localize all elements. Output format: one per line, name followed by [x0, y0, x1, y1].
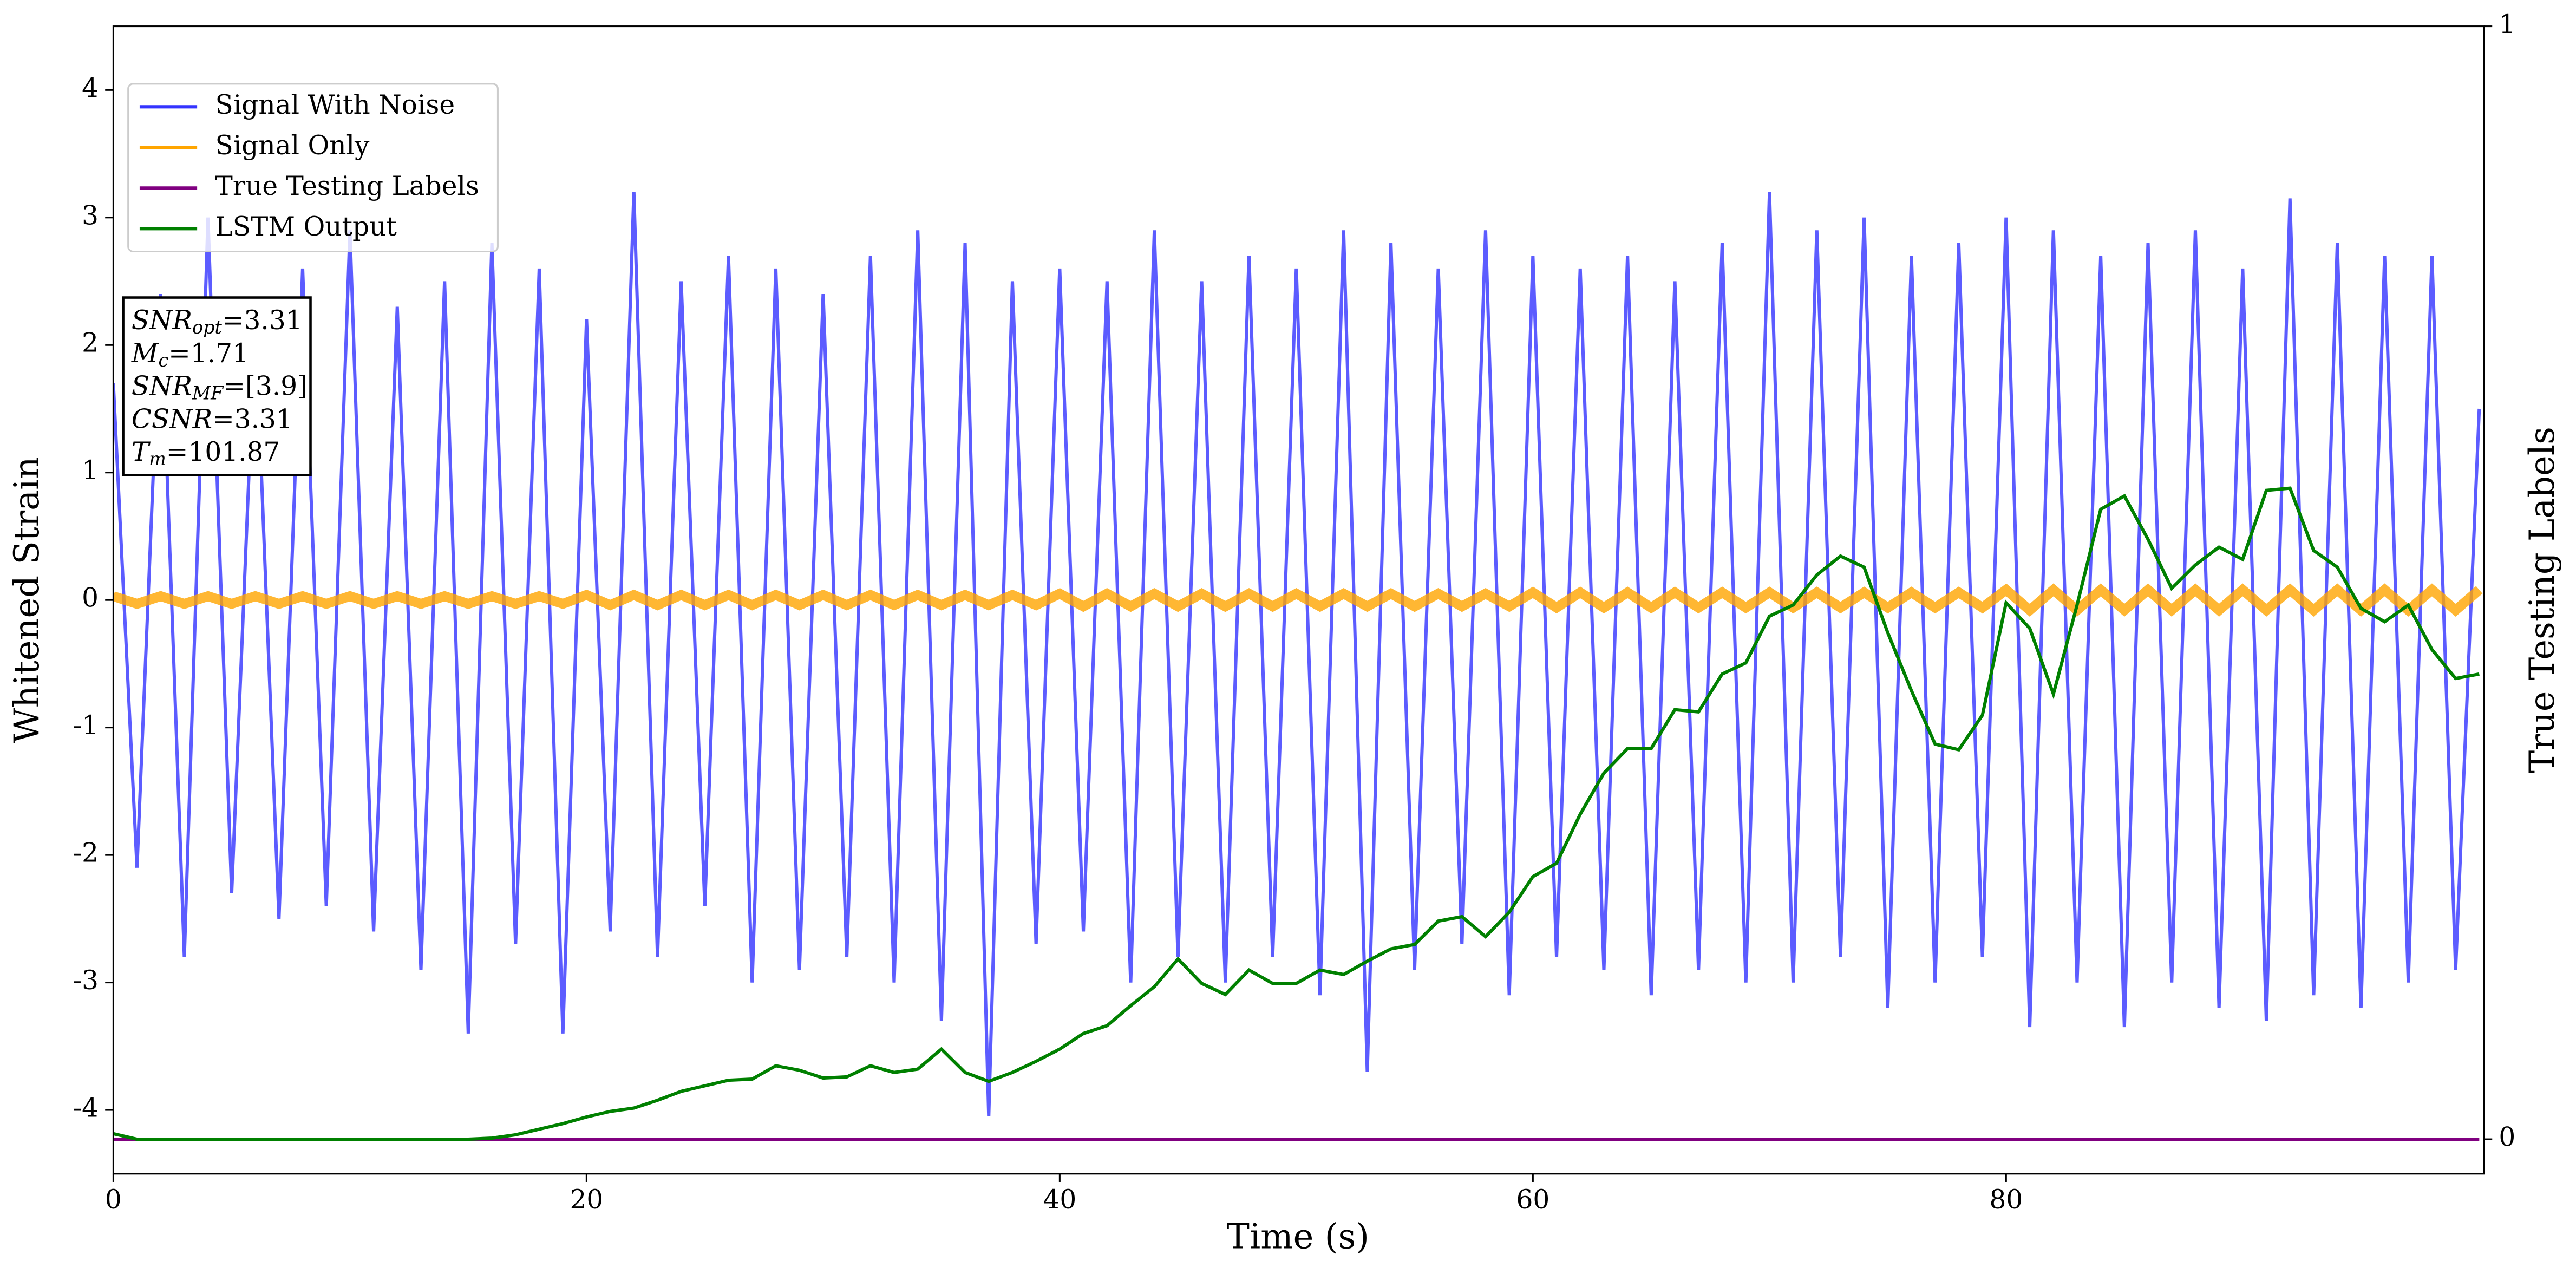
y2-axis-label: True Testing Labels — [2522, 427, 2562, 773]
annotation-subscript: c — [158, 350, 168, 371]
legend-label: LSTM Output — [215, 212, 397, 242]
legend: Signal With Noise Signal Only True Testing… — [127, 83, 499, 253]
legend-label: Signal Only — [215, 130, 370, 161]
y-tick-label: -1 — [73, 710, 99, 741]
y-tick-label: 1 — [82, 455, 99, 486]
annotation-symbol: CSNR — [132, 404, 212, 434]
annotation-symbol: SNR — [132, 305, 192, 336]
annotation-text: =[3.9] — [223, 371, 308, 401]
annotation-text: =1.71 — [168, 338, 249, 368]
y-tick-label: 4 — [82, 73, 99, 103]
x-tick-label: 0 — [105, 1185, 122, 1215]
y2-tick-label: 0 — [2499, 1122, 2515, 1153]
y-tick-label: -3 — [73, 965, 99, 996]
annotation: Tm=101.87 — [132, 436, 280, 469]
annotation-text: =101.87 — [166, 436, 280, 467]
annotation-subscript: m — [149, 448, 166, 469]
x-tick-label: 20 — [570, 1185, 603, 1215]
annotation-subscript: MF — [192, 383, 224, 404]
y-tick-label: 0 — [82, 583, 99, 613]
y-axis-label: Whitened Strain — [7, 456, 47, 743]
legend-label: Signal With Noise — [215, 90, 455, 120]
annotation: Mc=1.71 — [131, 338, 249, 371]
x-axis-label: Time (s) — [1226, 1217, 1369, 1257]
x-tick-label: 40 — [1043, 1185, 1076, 1215]
x-tick-label: 80 — [1989, 1185, 2023, 1215]
annotation-symbol: SNR — [132, 371, 192, 401]
y2-tick-label: 1 — [2499, 9, 2515, 40]
legend-box — [127, 83, 499, 253]
series-line — [113, 192, 2481, 1116]
annotation: CSNR=3.31 — [132, 404, 293, 434]
legend-label: True Testing Labels — [215, 171, 479, 201]
y-tick-label: -2 — [73, 838, 99, 868]
annotation-symbol: M — [131, 338, 159, 368]
annotation-text: =3.31 — [222, 305, 303, 336]
annotation: SNRMF=[3.9] — [132, 371, 308, 404]
y-tick-label: 2 — [82, 328, 99, 358]
y-tick-label: -4 — [73, 1093, 99, 1123]
y-tick-label: 3 — [82, 200, 99, 231]
x-tick-label: 60 — [1516, 1185, 1549, 1215]
series-line — [113, 486, 2480, 1141]
series-line — [113, 583, 2483, 617]
annotation-subscript: opt — [192, 317, 222, 338]
annotation-text: =3.31 — [212, 404, 293, 434]
annotation: SNRopt=3.31 — [132, 305, 303, 338]
annotation-box: SNRopt=3.31Mc=1.71SNRMF=[3.9]CSNR=3.31Tm… — [122, 296, 312, 476]
annotation-frame — [122, 296, 312, 476]
annotation-symbol: T — [132, 436, 151, 467]
